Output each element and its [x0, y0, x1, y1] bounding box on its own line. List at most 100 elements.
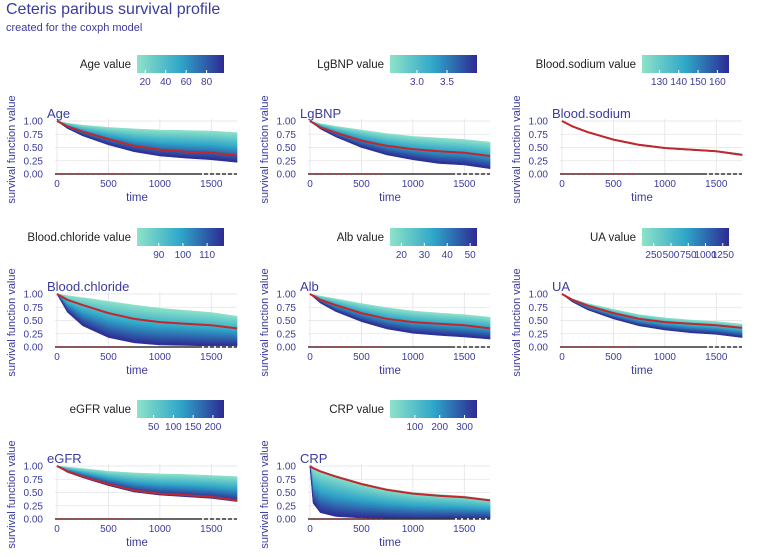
profile-band-slice	[561, 120, 743, 156]
legend-tick-label: 40	[442, 250, 454, 261]
legend-tick-label: 30	[419, 250, 431, 261]
x-tick-label: 1000	[402, 179, 425, 190]
legend-title: UA value	[590, 232, 636, 244]
legend-tick-label: 90	[153, 250, 165, 261]
panel-label: LgBNP	[300, 106, 341, 121]
chart-panel-age: Age value 20 40 60 80 0.00 0.25 0.50 0.75 1.00 0 50…	[6, 55, 238, 204]
y-axis-title: survival function value	[511, 268, 523, 376]
profile-band-slice	[561, 120, 743, 155]
legend-tick-label: 200	[431, 422, 448, 433]
x-tick-label: 1000	[402, 524, 425, 535]
x-axis-title: time	[379, 365, 401, 377]
y-axis-title: survival function value	[6, 268, 18, 376]
profile-band-slice	[561, 120, 743, 155]
chart-panel-alb: Alb value 20 30 40 50 0.00 0.25 0.50 0.75 1.00 0 50…	[259, 228, 491, 377]
legend-tick-label: 150	[185, 422, 202, 433]
profile-band-slice	[309, 293, 491, 340]
y-tick-label: 0.75	[277, 130, 297, 141]
y-tick-label: 0.25	[277, 501, 297, 512]
profile-band-slice	[561, 293, 743, 338]
y-tick-label: 1.00	[24, 462, 44, 473]
legend-title: eGFR value	[70, 404, 131, 416]
y-tick-label: 0.00	[24, 170, 44, 181]
profile-band-slice	[561, 120, 743, 155]
y-tick-label: 0.25	[24, 501, 44, 512]
y-tick-label: 0.00	[277, 343, 297, 354]
profile-band-slice	[561, 120, 743, 156]
x-axis-title: time	[126, 192, 148, 204]
profile-band-slice	[561, 120, 743, 155]
y-tick-label: 0.75	[277, 303, 297, 314]
y-tick-label: 1.00	[277, 462, 297, 473]
legend-title: Age value	[80, 59, 131, 71]
y-tick-label: 0.25	[529, 156, 549, 167]
legend-tick-label: 40	[160, 77, 172, 88]
legend-tick-label: 50	[148, 422, 160, 433]
observed-profile-line	[309, 293, 491, 330]
x-tick-label: 500	[100, 352, 117, 363]
observed-profile-line	[56, 120, 238, 157]
profile-band-slice	[561, 120, 743, 156]
legend-tick-label: 100	[175, 250, 192, 261]
legend-title: Blood.chloride value	[27, 232, 131, 244]
chart-subtitle: created for the coxph model	[6, 22, 143, 34]
y-tick-label: 0.00	[529, 343, 549, 354]
profile-band-slice	[561, 120, 743, 156]
x-tick-label: 1500	[200, 352, 223, 363]
x-tick-label: 0	[307, 524, 313, 535]
legend-tick-label: 3.0	[410, 77, 424, 88]
y-axis-title: survival function value	[511, 95, 523, 203]
y-tick-label: 0.75	[24, 475, 44, 486]
legend-tick-label: 500	[663, 250, 680, 261]
y-tick-label: 0.50	[277, 488, 297, 499]
legend-tick-label: 130	[651, 77, 668, 88]
legend-tick-label: 140	[670, 77, 687, 88]
x-tick-label: 0	[307, 179, 313, 190]
x-tick-label: 0	[54, 352, 60, 363]
profile-band-slice	[561, 120, 743, 155]
legend-tick-label: 110	[199, 250, 215, 261]
x-tick-label: 0	[54, 179, 60, 190]
legend-tick-label: 50	[465, 250, 477, 261]
profile-band-slice	[561, 120, 743, 155]
x-tick-label: 1500	[705, 179, 728, 190]
observed-profile-line	[561, 120, 743, 156]
chart-title: Ceteris paribus survival profile	[6, 1, 221, 18]
legend-title: Blood.sodium value	[536, 59, 636, 71]
x-axis-title: time	[631, 192, 653, 204]
y-axis-title: survival function value	[6, 440, 18, 548]
x-tick-label: 1500	[705, 352, 728, 363]
y-tick-label: 1.00	[277, 117, 297, 128]
y-axis-title: survival function value	[259, 95, 271, 203]
profile-band-slice	[309, 120, 491, 170]
x-axis-title: time	[379, 537, 401, 549]
observed-profile-line	[56, 465, 238, 502]
chart-panel-blood-sodium: Blood.sodium value 130 140 150 160 0.00 0.25 0.…	[511, 55, 743, 204]
y-tick-label: 0.50	[529, 316, 549, 327]
panel-label: Age	[47, 106, 70, 121]
x-tick-label: 1000	[402, 352, 425, 363]
y-tick-label: 0.50	[24, 316, 44, 327]
legend-tick-label: 160	[709, 77, 726, 88]
x-axis-title: time	[379, 192, 401, 204]
legend-title: LgBNP value	[317, 59, 384, 71]
y-tick-label: 0.75	[529, 303, 549, 314]
x-tick-label: 1500	[453, 179, 476, 190]
x-tick-label: 1500	[200, 179, 223, 190]
y-tick-label: 0.75	[529, 130, 549, 141]
x-tick-label: 1000	[654, 179, 677, 190]
legend-tick-label: 750	[680, 250, 697, 261]
y-tick-label: 0.50	[529, 143, 549, 154]
chart-panel-lgbnp: LgBNP value 3.0 3.5 0.00 0.25 0.50 0.75 1.00 0 50…	[259, 55, 491, 204]
profile-band-slice	[561, 120, 743, 156]
y-tick-label: 0.00	[277, 170, 297, 181]
legend-tick-label: 3.5	[440, 77, 454, 88]
legend-tick-label: 60	[181, 77, 193, 88]
x-tick-label: 1000	[149, 352, 172, 363]
y-tick-label: 0.75	[277, 475, 297, 486]
y-tick-label: 1.00	[529, 117, 549, 128]
legend-tick-label: 300	[456, 422, 473, 433]
y-tick-label: 0.25	[529, 329, 549, 340]
x-tick-label: 0	[307, 352, 313, 363]
